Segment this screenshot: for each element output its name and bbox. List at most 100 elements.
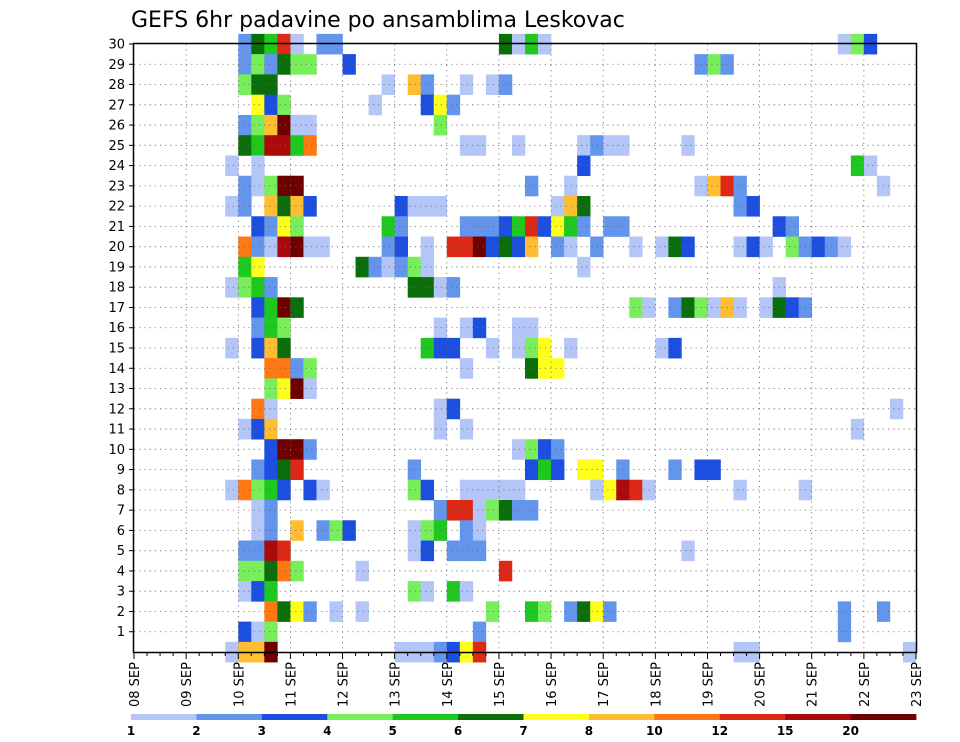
heatmap-cell (407, 277, 422, 298)
heatmap-cell (733, 196, 747, 217)
heatmap-cell (433, 418, 448, 440)
legend-label: 12 (711, 724, 728, 738)
heatmap-cell (811, 236, 826, 258)
heatmap-cell (551, 358, 565, 379)
heatmap-cell (525, 601, 539, 622)
heatmap-cell (837, 236, 852, 258)
heatmap-cell (264, 560, 278, 582)
heatmap-cell (355, 256, 369, 278)
legend-label: 20 (842, 724, 859, 738)
x-tick-label: 23 SEP (910, 662, 925, 707)
heatmap-cell (251, 114, 265, 136)
heatmap-cell (316, 520, 330, 541)
y-tick-label: 22 (108, 200, 125, 215)
heatmap-cell (264, 581, 278, 602)
heatmap-cell (264, 459, 278, 481)
heatmap-cell (459, 581, 474, 602)
heatmap-cell (420, 540, 435, 562)
heatmap-cell (342, 520, 356, 541)
heatmap-cell (264, 216, 278, 237)
heatmap-cell (564, 216, 578, 237)
heatmap-cell (277, 135, 291, 156)
heatmap-cell (303, 601, 317, 622)
heatmap-cell (538, 459, 552, 481)
heatmap-cell (511, 236, 526, 258)
heatmap-cell (251, 459, 265, 481)
heatmap-cell (277, 540, 291, 562)
heatmap-cell (459, 317, 474, 339)
heatmap-cell (290, 196, 304, 217)
y-tick-label: 8 (117, 483, 125, 498)
heatmap-cell (251, 540, 265, 562)
heatmap-cell (759, 236, 773, 258)
heatmap-cell (264, 196, 278, 217)
heatmap-cell (264, 175, 278, 197)
heatmap-cell (290, 216, 304, 237)
y-tick-label: 15 (108, 342, 125, 357)
heatmap-cell (511, 216, 526, 237)
heatmap-cell (290, 175, 304, 197)
y-axis-labels: 1234567891011121314151617181920212223242… (108, 38, 125, 641)
legend-swatch (850, 714, 917, 720)
heatmap-cell (433, 196, 448, 217)
heatmap-cell (733, 175, 747, 197)
heatmap-cell (889, 398, 904, 420)
heatmap-cell (303, 114, 317, 136)
heatmap-cell (459, 479, 474, 501)
heatmap-cell (238, 54, 252, 75)
y-tick-label: 30 (108, 38, 125, 53)
x-tick-label: 09 SEP (180, 662, 195, 707)
heatmap-cell (446, 540, 461, 562)
heatmap-cell (785, 216, 799, 237)
heatmap-cell (251, 236, 265, 258)
heatmap-cell (290, 601, 304, 622)
heatmap-cell (577, 601, 591, 622)
heatmap-cell (551, 459, 565, 481)
heatmap-cell (472, 135, 487, 156)
heatmap-cell (303, 439, 317, 460)
heatmap-cell (525, 439, 539, 460)
heatmap-cell (538, 439, 552, 460)
legend-label: 2 (192, 724, 200, 738)
heatmap-cell (420, 236, 435, 258)
heatmap-cell (485, 479, 500, 501)
heatmap-cell (381, 236, 395, 258)
y-tick-label: 3 (117, 585, 125, 600)
heatmap-cell (525, 216, 539, 237)
heatmap-cell (303, 236, 317, 258)
heatmap-cell (290, 54, 304, 75)
y-tick-label: 29 (108, 58, 125, 73)
heatmap-cell (251, 418, 265, 440)
heatmap-cell (459, 74, 474, 95)
heatmap-cell (459, 216, 474, 237)
x-tick-label: 19 SEP (701, 662, 716, 707)
heatmap-cell (525, 358, 539, 379)
y-tick-label: 2 (117, 605, 125, 620)
heatmap-cell (420, 74, 435, 95)
heatmap-cell (472, 216, 487, 237)
heatmap-cell (498, 479, 513, 501)
heatmap-cell (251, 479, 265, 501)
x-tick-label: 12 SEP (337, 662, 352, 707)
heatmap-cell (368, 256, 382, 278)
heatmap-cell (316, 479, 330, 501)
heatmap-cell (303, 479, 317, 501)
heatmap-cell (264, 621, 278, 643)
heatmap-cell (446, 94, 461, 116)
y-tick-label: 6 (117, 524, 125, 539)
x-tick-label: 18 SEP (649, 662, 664, 707)
heatmap-cell (303, 196, 317, 217)
heatmap-cell (238, 560, 252, 582)
x-tick-label: 16 SEP (545, 662, 560, 707)
heatmap-cell (329, 601, 343, 622)
y-tick-label: 23 (108, 179, 125, 194)
heatmap-cell (290, 135, 304, 156)
heatmap-cell (433, 94, 448, 116)
heatmap-cell (420, 94, 435, 116)
heatmap-cell (551, 439, 565, 460)
heatmap-cell (251, 135, 265, 156)
color-legend: 1 2 3 4 5 6 7 8 10 12 15 20 (127, 714, 917, 738)
heatmap-cell (407, 479, 422, 501)
heatmap-cell (238, 114, 252, 136)
